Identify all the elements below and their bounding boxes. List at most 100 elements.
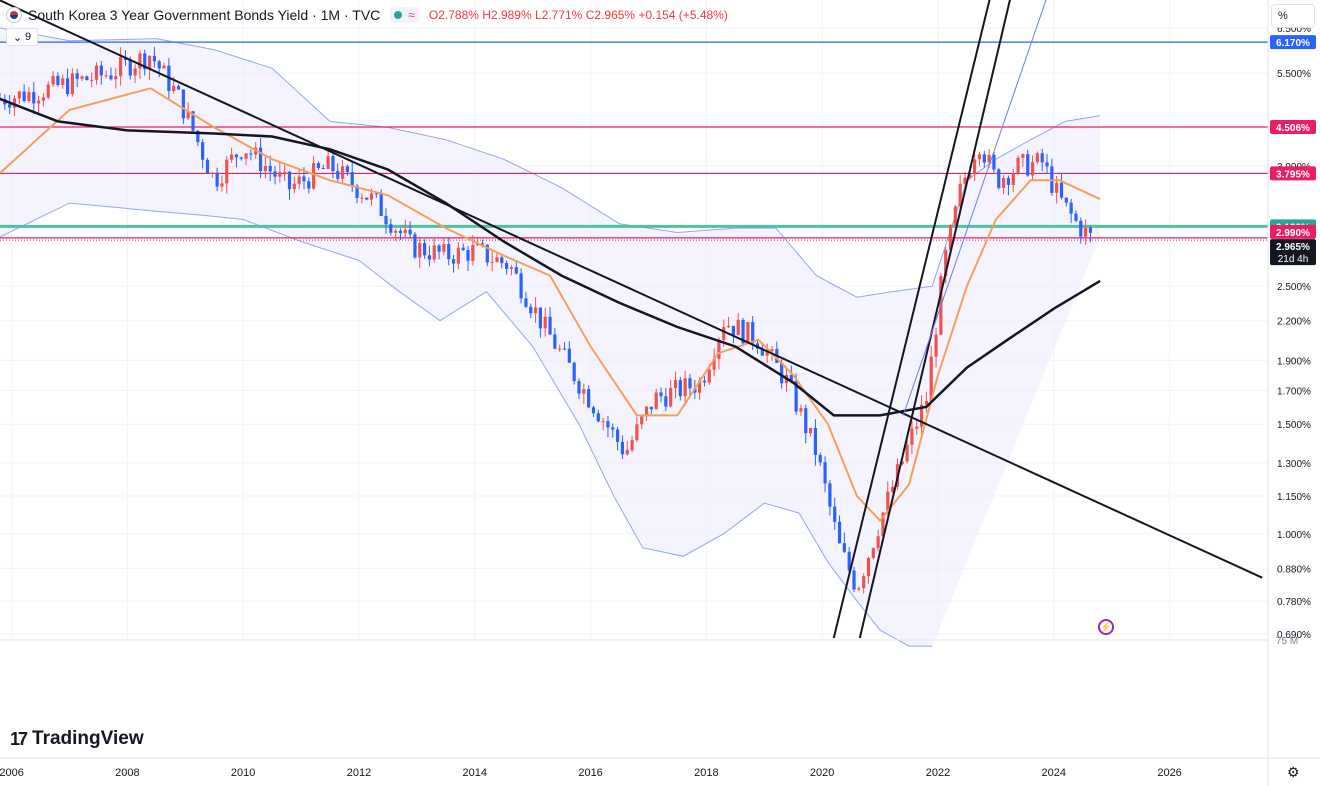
candle-body[interactable] <box>852 570 856 590</box>
candle-body[interactable] <box>1064 197 1068 203</box>
candle-body[interactable] <box>1001 178 1006 188</box>
candle-body[interactable] <box>157 61 161 69</box>
candle-body[interactable] <box>32 92 36 104</box>
candle-body[interactable] <box>929 356 933 402</box>
candle-body[interactable] <box>533 307 538 314</box>
candle-body[interactable] <box>924 401 928 405</box>
trendline[interactable] <box>902 0 1051 416</box>
candle-body[interactable] <box>480 243 485 245</box>
candle-body[interactable] <box>1035 153 1039 163</box>
candle-body[interactable] <box>133 68 137 76</box>
candle-body[interactable] <box>973 159 977 174</box>
gear-icon[interactable]: ⚙ <box>1287 764 1300 780</box>
candle-body[interactable] <box>466 250 470 261</box>
candle-body[interactable] <box>350 172 354 186</box>
candle-body[interactable] <box>186 111 190 119</box>
candle-body[interactable] <box>94 65 99 80</box>
candle-body[interactable] <box>273 171 277 177</box>
candle-body[interactable] <box>919 404 924 427</box>
candle-body[interactable] <box>490 261 494 263</box>
candle-body[interactable] <box>968 173 972 178</box>
candle-body[interactable] <box>51 75 55 85</box>
candle-body[interactable] <box>234 154 239 158</box>
candle-body[interactable] <box>823 462 827 484</box>
candle-body[interactable] <box>707 369 711 383</box>
candle-body[interactable] <box>326 156 330 169</box>
candle-body[interactable] <box>75 73 79 79</box>
candle-body[interactable] <box>80 76 84 79</box>
market-status[interactable]: ≈ <box>390 7 419 23</box>
candle-body[interactable] <box>447 244 451 260</box>
candle-body[interactable] <box>1026 154 1030 176</box>
candle-body[interactable] <box>61 78 65 85</box>
candle-body[interactable] <box>398 230 403 234</box>
candle-body[interactable] <box>244 153 248 159</box>
candle-body[interactable] <box>548 316 552 335</box>
candle-body[interactable] <box>591 407 596 414</box>
candle-body[interactable] <box>688 378 692 389</box>
candle-body[interactable] <box>905 444 909 462</box>
candle-body[interactable] <box>152 56 156 62</box>
candle-body[interactable] <box>418 243 422 258</box>
candle-body[interactable] <box>1069 202 1073 214</box>
flash-icon[interactable]: ⚡ <box>1098 619 1114 635</box>
candle-body[interactable] <box>944 249 948 277</box>
candle-body[interactable] <box>818 454 822 463</box>
candle-body[interactable] <box>630 440 634 451</box>
candle-body[interactable] <box>374 193 378 195</box>
candle-body[interactable] <box>176 86 181 90</box>
trendline[interactable] <box>0 0 1263 579</box>
candle-body[interactable] <box>833 506 837 522</box>
candle-body[interactable] <box>1074 213 1078 221</box>
candle-body[interactable] <box>543 316 547 329</box>
candle-body[interactable] <box>953 206 957 226</box>
candle-body[interactable] <box>871 548 875 558</box>
candle-body[interactable] <box>606 421 610 428</box>
candle-body[interactable] <box>577 381 581 394</box>
candle-body[interactable] <box>780 362 784 384</box>
candle-body[interactable] <box>302 176 306 182</box>
candle-body[interactable] <box>1055 182 1059 193</box>
candle-body[interactable] <box>698 380 702 393</box>
candle-body[interactable] <box>611 427 615 430</box>
candle-body[interactable] <box>46 84 50 98</box>
candle-body[interactable] <box>1006 178 1011 185</box>
candle-body[interactable] <box>427 255 432 260</box>
candle-body[interactable] <box>297 176 301 184</box>
candle-body[interactable] <box>456 247 460 264</box>
candle-body[interactable] <box>958 183 962 207</box>
percent-scale-button[interactable]: % <box>1271 4 1315 28</box>
candle-body[interactable] <box>369 193 374 200</box>
candle-body[interactable] <box>1040 153 1044 163</box>
candle-body[interactable] <box>307 181 311 189</box>
candle-body[interactable] <box>948 225 953 250</box>
candle-body[interactable] <box>558 348 562 350</box>
candle-body[interactable] <box>379 193 383 216</box>
trendline[interactable] <box>832 0 993 639</box>
candle-body[interactable] <box>770 349 774 352</box>
candle-body[interactable] <box>678 380 682 397</box>
candle-body[interactable] <box>529 306 533 314</box>
candle-body[interactable] <box>104 75 108 77</box>
candle-body[interactable] <box>292 183 296 190</box>
candle-body[interactable] <box>635 424 639 441</box>
candle-body[interactable] <box>8 104 12 108</box>
candle-body[interactable] <box>741 319 745 344</box>
candle-body[interactable] <box>649 406 653 410</box>
candle-body[interactable] <box>432 245 436 260</box>
candle-body[interactable] <box>471 245 475 261</box>
candle-body[interactable] <box>437 245 441 252</box>
candle-body[interactable] <box>201 142 205 160</box>
candle-body[interactable] <box>336 171 340 179</box>
candle-body[interactable] <box>181 89 185 119</box>
candle-body[interactable] <box>789 374 793 381</box>
candle-body[interactable] <box>596 413 600 422</box>
candle-body[interactable] <box>673 380 678 389</box>
candle-body[interactable] <box>70 73 74 95</box>
candle-body[interactable] <box>567 348 571 363</box>
symbol-title[interactable]: South Korea 3 Year Government Bonds Yiel… <box>28 7 381 23</box>
candle-body[interactable] <box>41 97 46 101</box>
candle-body[interactable] <box>316 163 321 168</box>
candle-body[interactable] <box>963 177 967 184</box>
candle-body[interactable] <box>172 86 176 92</box>
